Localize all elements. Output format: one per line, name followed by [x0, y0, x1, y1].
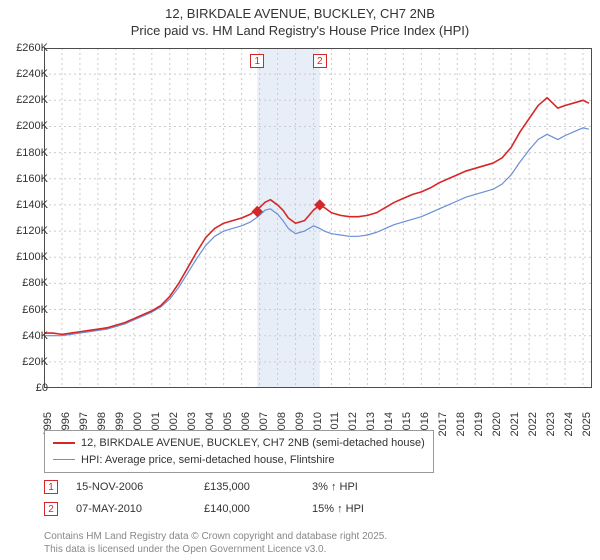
x-tick-label: 2018 [455, 412, 467, 436]
x-tick-label: 2017 [437, 412, 449, 436]
transaction-date: 07-MAY-2010 [76, 503, 186, 515]
chart-title: 12, BIRKDALE AVENUE, BUCKLEY, CH7 2NB Pr… [0, 0, 600, 40]
x-tick-label: 2020 [491, 412, 503, 436]
y-tick-label: £240K [16, 68, 48, 80]
legend-swatch [53, 442, 75, 444]
chart-marker-label: 1 [250, 54, 264, 68]
y-tick-label: £200K [16, 120, 48, 132]
transaction-marker-icon: 2 [44, 502, 58, 516]
transaction-hpi: 3% ↑ HPI [312, 481, 358, 493]
table-row: 2 07-MAY-2010 £140,000 15% ↑ HPI [44, 498, 364, 520]
y-tick-label: £260K [16, 42, 48, 54]
footer-attribution: Contains HM Land Registry data © Crown c… [44, 530, 387, 556]
y-tick-label: £0 [36, 382, 48, 394]
x-tick-label: 2024 [563, 412, 575, 436]
y-tick-label: £180K [16, 147, 48, 159]
title-line2: Price paid vs. HM Land Registry's House … [131, 23, 469, 38]
y-tick-label: £160K [16, 173, 48, 185]
chart-svg [44, 48, 592, 388]
transactions-table: 1 15-NOV-2006 £135,000 3% ↑ HPI 2 07-MAY… [44, 476, 364, 520]
title-line1: 12, BIRKDALE AVENUE, BUCKLEY, CH7 2NB [165, 6, 435, 21]
x-tick-label: 2023 [545, 412, 557, 436]
legend-item-hpi: HPI: Average price, semi-detached house,… [53, 452, 425, 469]
y-tick-label: £60K [22, 304, 48, 316]
legend: 12, BIRKDALE AVENUE, BUCKLEY, CH7 2NB (s… [44, 430, 434, 473]
legend-item-price-paid: 12, BIRKDALE AVENUE, BUCKLEY, CH7 2NB (s… [53, 435, 425, 452]
y-tick-label: £80K [22, 277, 48, 289]
x-tick-label: 2025 [581, 412, 593, 436]
transaction-date: 15-NOV-2006 [76, 481, 186, 493]
transaction-price: £140,000 [204, 503, 294, 515]
legend-label: HPI: Average price, semi-detached house,… [81, 452, 335, 469]
legend-label: 12, BIRKDALE AVENUE, BUCKLEY, CH7 2NB (s… [81, 435, 425, 452]
y-tick-label: £140K [16, 199, 48, 211]
legend-swatch [53, 459, 75, 460]
chart-container: { "title_line1": "12, BIRKDALE AVENUE, B… [0, 0, 600, 560]
x-tick-label: 2021 [509, 412, 521, 436]
transaction-price: £135,000 [204, 481, 294, 493]
chart-marker-label: 2 [313, 54, 327, 68]
transaction-marker-icon: 1 [44, 480, 58, 494]
y-tick-label: £120K [16, 225, 48, 237]
y-tick-label: £20K [22, 356, 48, 368]
table-row: 1 15-NOV-2006 £135,000 3% ↑ HPI [44, 476, 364, 498]
y-tick-label: £100K [16, 251, 48, 263]
footer-line2: This data is licensed under the Open Gov… [44, 544, 326, 555]
x-tick-label: 2019 [473, 412, 485, 436]
x-tick-label: 2022 [527, 412, 539, 436]
chart-plot-area [44, 48, 592, 388]
transaction-hpi: 15% ↑ HPI [312, 503, 364, 515]
y-tick-label: £220K [16, 94, 48, 106]
footer-line1: Contains HM Land Registry data © Crown c… [44, 531, 387, 542]
y-tick-label: £40K [22, 330, 48, 342]
